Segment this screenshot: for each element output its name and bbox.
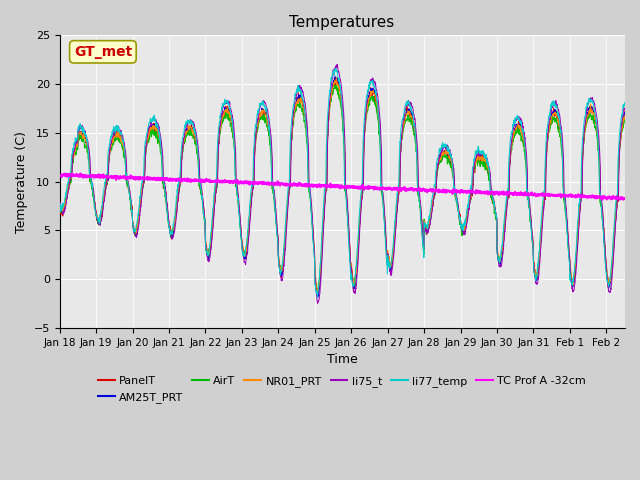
Text: GT_met: GT_met xyxy=(74,45,132,59)
Y-axis label: Temperature (C): Temperature (C) xyxy=(15,131,28,233)
Legend: PanelT, AM25T_PRT, AirT, NR01_PRT, li75_t, li77_temp, TC Prof A -32cm: PanelT, AM25T_PRT, AirT, NR01_PRT, li75_… xyxy=(93,372,591,407)
X-axis label: Time: Time xyxy=(326,353,358,366)
Title: Temperatures: Temperatures xyxy=(289,15,395,30)
